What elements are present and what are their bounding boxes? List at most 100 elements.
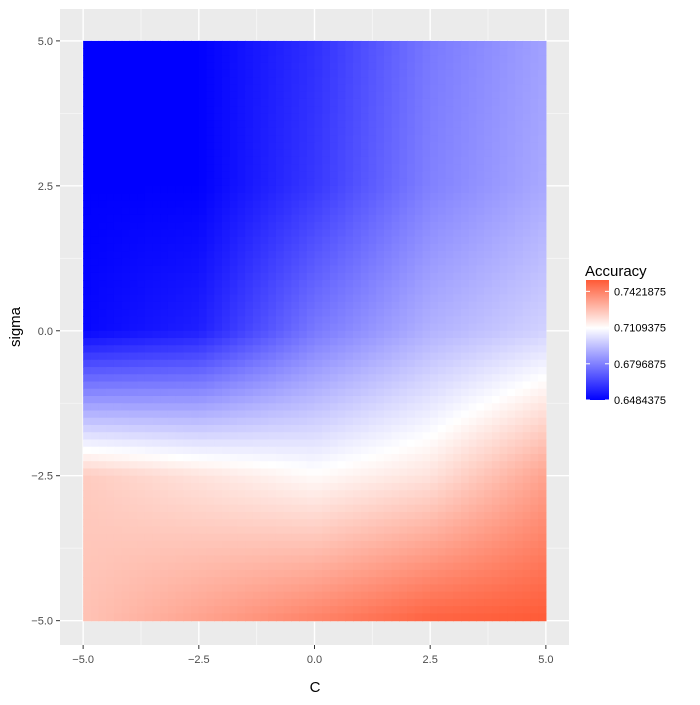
heatmap-cell <box>275 309 285 317</box>
heatmap-cell <box>221 511 231 520</box>
heatmap-cell <box>260 482 269 491</box>
heatmap-cell <box>430 294 439 303</box>
heatmap-cell <box>368 338 377 346</box>
heatmap-cell <box>476 280 485 288</box>
heatmap-cell <box>191 294 200 303</box>
heatmap-cell <box>422 193 431 201</box>
heatmap-cell <box>175 243 184 252</box>
heatmap-cell <box>376 548 385 557</box>
heatmap-cell <box>353 490 362 499</box>
heatmap-cell <box>414 142 424 151</box>
heatmap-cell <box>538 229 547 238</box>
heatmap-cell <box>522 591 532 600</box>
heatmap-cell <box>376 84 385 93</box>
heatmap-cell <box>399 569 408 578</box>
heatmap-cell <box>368 142 377 151</box>
heatmap-cell <box>260 171 269 180</box>
heatmap-cell <box>90 490 100 499</box>
heatmap-cell <box>507 106 516 114</box>
heatmap-cell <box>83 548 92 557</box>
heatmap-cell <box>491 395 501 404</box>
heatmap-cell <box>167 77 177 85</box>
heatmap-cell <box>98 468 107 477</box>
heatmap-cell <box>221 569 231 578</box>
heatmap-cell <box>515 374 524 383</box>
heatmap-cell <box>160 613 169 622</box>
heatmap-cell <box>260 309 269 317</box>
heatmap-cell <box>515 540 524 549</box>
heatmap-cell <box>499 316 508 325</box>
heatmap-cell <box>345 222 354 230</box>
heatmap-cell <box>260 149 269 158</box>
heatmap-cell <box>160 185 169 194</box>
heatmap-cell <box>345 135 354 143</box>
heatmap-cell <box>306 490 316 499</box>
heatmap-cell <box>214 548 223 557</box>
heatmap-cell <box>237 127 246 136</box>
heatmap-cell <box>453 584 462 593</box>
heatmap-cell <box>422 345 431 354</box>
heatmap-cell <box>90 265 100 274</box>
heatmap-cell <box>137 236 146 245</box>
heatmap-cell <box>98 330 107 339</box>
heatmap-cell <box>353 519 362 528</box>
heatmap-cell <box>445 482 454 491</box>
heatmap-cell <box>275 171 285 180</box>
heatmap-cell <box>160 229 169 238</box>
heatmap-cell <box>175 548 184 557</box>
heatmap-cell <box>167 359 177 368</box>
heatmap-cell <box>152 40 161 49</box>
heatmap-cell <box>175 142 184 151</box>
heatmap-cell <box>291 555 300 564</box>
heatmap-cell <box>368 243 377 252</box>
heatmap-cell <box>437 287 447 296</box>
heatmap-cell <box>237 77 246 85</box>
heatmap-cell <box>491 142 501 151</box>
heatmap-cell <box>268 446 277 455</box>
heatmap-cell <box>191 77 200 85</box>
heatmap-cell <box>299 258 308 267</box>
heatmap-cell <box>314 48 323 56</box>
heatmap-cell <box>538 323 547 332</box>
heatmap-cell <box>221 504 231 513</box>
heatmap-cell <box>314 395 323 404</box>
heatmap-cell <box>515 323 524 332</box>
heatmap-cell <box>121 62 131 71</box>
heatmap-cell <box>337 598 346 607</box>
heatmap-cell <box>198 207 208 216</box>
heatmap-cell <box>160 352 169 361</box>
heatmap-cell <box>538 417 547 426</box>
heatmap-cell <box>113 555 123 564</box>
heatmap-cell <box>275 294 285 303</box>
heatmap-cell <box>167 40 177 49</box>
heatmap-cell <box>237 258 246 267</box>
heatmap-cell <box>214 69 223 78</box>
heatmap-cell <box>106 178 115 187</box>
heatmap-cell <box>206 272 215 281</box>
heatmap-cell <box>383 77 393 85</box>
heatmap-cell <box>98 142 107 151</box>
heatmap-cell <box>368 367 377 375</box>
heatmap-cell <box>491 330 501 339</box>
heatmap-cell <box>98 294 107 303</box>
heatmap-cell <box>90 48 100 56</box>
heatmap-cell <box>260 214 269 223</box>
heatmap-cell <box>167 388 177 397</box>
heatmap-cell <box>214 504 223 513</box>
heatmap-cell <box>160 127 169 136</box>
heatmap-cell <box>360 475 370 484</box>
heatmap-cell <box>437 562 447 571</box>
heatmap-cell <box>360 569 370 578</box>
heatmap-cell <box>476 526 485 535</box>
heatmap-cell <box>214 98 223 107</box>
heatmap-cell <box>252 294 262 303</box>
heatmap-cell <box>245 48 254 56</box>
heatmap-cell <box>353 40 362 49</box>
heatmap-cell <box>221 330 231 339</box>
heatmap-cell <box>507 591 516 600</box>
heatmap-cell <box>461 127 470 136</box>
heatmap-cell <box>414 584 424 593</box>
heatmap-cell <box>306 200 316 209</box>
heatmap-cell <box>98 446 107 455</box>
heatmap-cell <box>237 461 246 470</box>
